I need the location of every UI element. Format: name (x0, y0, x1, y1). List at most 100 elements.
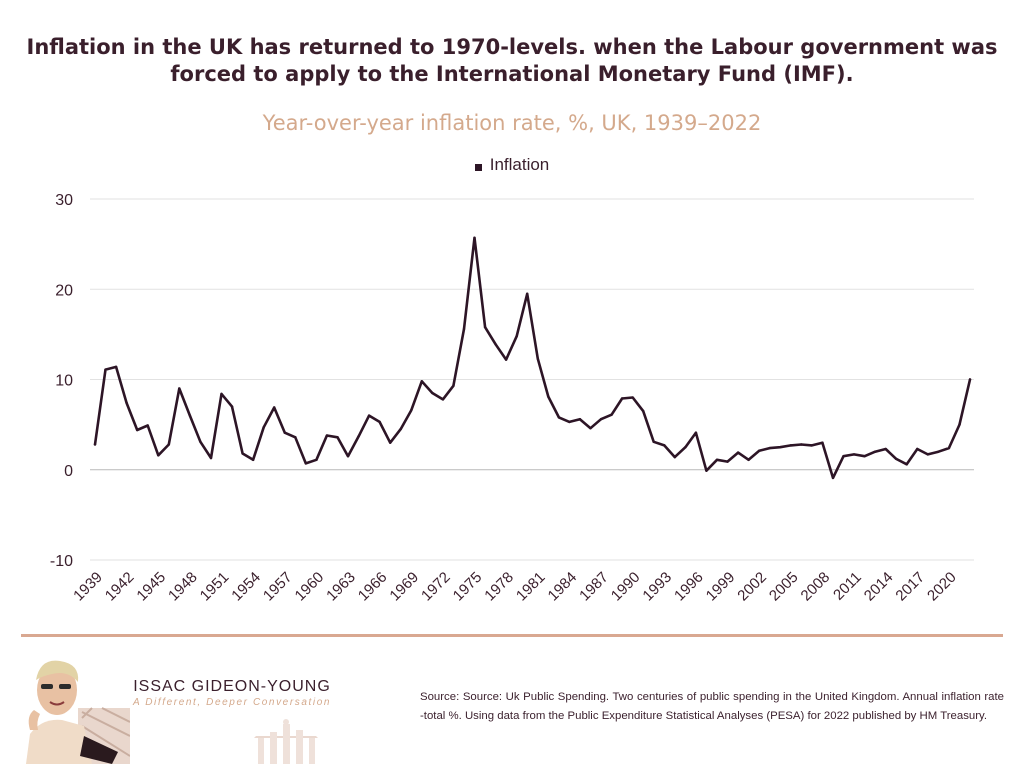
data-point (589, 427, 592, 430)
x-tick-label: 1972 (418, 569, 454, 605)
y-axis-tick-labels: -10 0 10 20 30 (50, 192, 73, 570)
data-point (958, 423, 961, 426)
x-tick-label: 1993 (639, 569, 675, 605)
data-point (789, 444, 792, 447)
data-point (262, 426, 265, 429)
chart-gridlines (90, 198, 974, 561)
x-tick-label: 2014 (861, 569, 897, 605)
data-point (462, 327, 466, 331)
data-point (230, 405, 234, 408)
data-point (357, 435, 360, 438)
data-point (241, 452, 244, 455)
data-point (631, 396, 634, 399)
data-point (304, 462, 308, 465)
x-tick-label: 1996 (671, 569, 707, 605)
data-point (895, 457, 898, 461)
data-point (641, 409, 645, 413)
data-point (852, 453, 856, 456)
brand-block: ISSAC GIDEON-YOUNG A Different, Deeper C… (128, 678, 336, 708)
data-point (441, 398, 445, 401)
x-axis-tick-labels: 1939194219451948195119541957196019631966… (70, 569, 960, 605)
data-point (135, 428, 139, 432)
data-point (842, 455, 845, 458)
data-point (652, 440, 655, 443)
data-point (673, 455, 677, 459)
brand-name: ISSAC GIDEON-YOUNG (133, 678, 331, 695)
data-point (178, 387, 181, 390)
data-point (515, 334, 518, 338)
x-tick-label: 2005 (766, 569, 802, 605)
data-point (399, 427, 402, 431)
source-note: Source: Source: Uk Public Spending. Two … (420, 691, 1004, 722)
data-point (937, 450, 940, 453)
x-tick-label: 2011 (830, 569, 865, 604)
y-tick-label: -10 (50, 553, 73, 570)
data-point (483, 325, 487, 329)
x-tick-label: 1957 (260, 569, 296, 605)
data-point (251, 458, 255, 462)
data-point (610, 413, 613, 416)
data-point (736, 451, 740, 454)
data-point (93, 443, 97, 446)
data-point (821, 441, 824, 444)
data-point (526, 292, 529, 295)
data-point (694, 431, 698, 434)
data-point (473, 236, 476, 240)
x-tick-label: 1948 (165, 569, 201, 605)
data-point (283, 431, 286, 434)
data-point (768, 446, 771, 450)
legend-label-inflation: Inflation (489, 155, 550, 174)
data-point (410, 408, 413, 412)
chart-title-line1: Inflation in the UK has returned to 1970… (26, 35, 998, 59)
data-point (568, 420, 571, 424)
data-point (620, 397, 624, 400)
data-point (420, 380, 424, 383)
data-point (684, 445, 687, 449)
x-tick-label: 2020 (924, 569, 960, 605)
x-tick-label: 2008 (798, 569, 834, 605)
y-tick-label: 0 (64, 463, 73, 480)
data-point (705, 469, 708, 472)
data-point (779, 445, 782, 449)
x-tick-label: 1942 (102, 569, 138, 605)
chart-subtitle: Year-over-year inflation rate, %, UK, 19… (262, 111, 762, 135)
data-point (578, 418, 582, 421)
x-tick-label: 1951 (197, 569, 233, 605)
chart-title-line2: forced to apply to the International Mon… (170, 62, 854, 86)
x-tick-label: 1975 (450, 569, 486, 605)
data-point (547, 395, 550, 398)
data-point (663, 444, 666, 447)
data-point (315, 458, 318, 462)
data-point (557, 416, 561, 419)
chart-legend[interactable]: Inflation (0, 155, 1024, 175)
brand-logo-icon (254, 719, 318, 764)
data-point (757, 449, 761, 452)
data-point (199, 440, 202, 443)
data-point (863, 455, 866, 458)
data-point (146, 424, 149, 427)
data-point (747, 458, 750, 462)
data-point (378, 420, 381, 424)
data-point (167, 443, 170, 446)
x-tick-label: 1939 (70, 569, 106, 605)
chart-title: Inflation in the UK has returned to 1970… (0, 34, 1024, 88)
data-point (125, 401, 128, 405)
data-point (114, 365, 118, 369)
legend-swatch-icon (474, 164, 482, 171)
data-point (388, 441, 392, 444)
x-tick-label: 2002 (734, 569, 770, 605)
data-point (209, 456, 213, 460)
data-point (715, 458, 719, 462)
x-tick-label: 1999 (703, 569, 739, 605)
data-point (831, 476, 835, 480)
x-tick-label: 1990 (608, 569, 644, 605)
data-point (273, 406, 276, 409)
data-point (294, 436, 297, 439)
x-tick-label: 1966 (355, 569, 391, 605)
data-point (884, 447, 887, 451)
x-tick-label: 2017 (892, 569, 928, 605)
data-point (947, 446, 951, 450)
data-point (346, 455, 350, 458)
data-point (220, 392, 223, 396)
